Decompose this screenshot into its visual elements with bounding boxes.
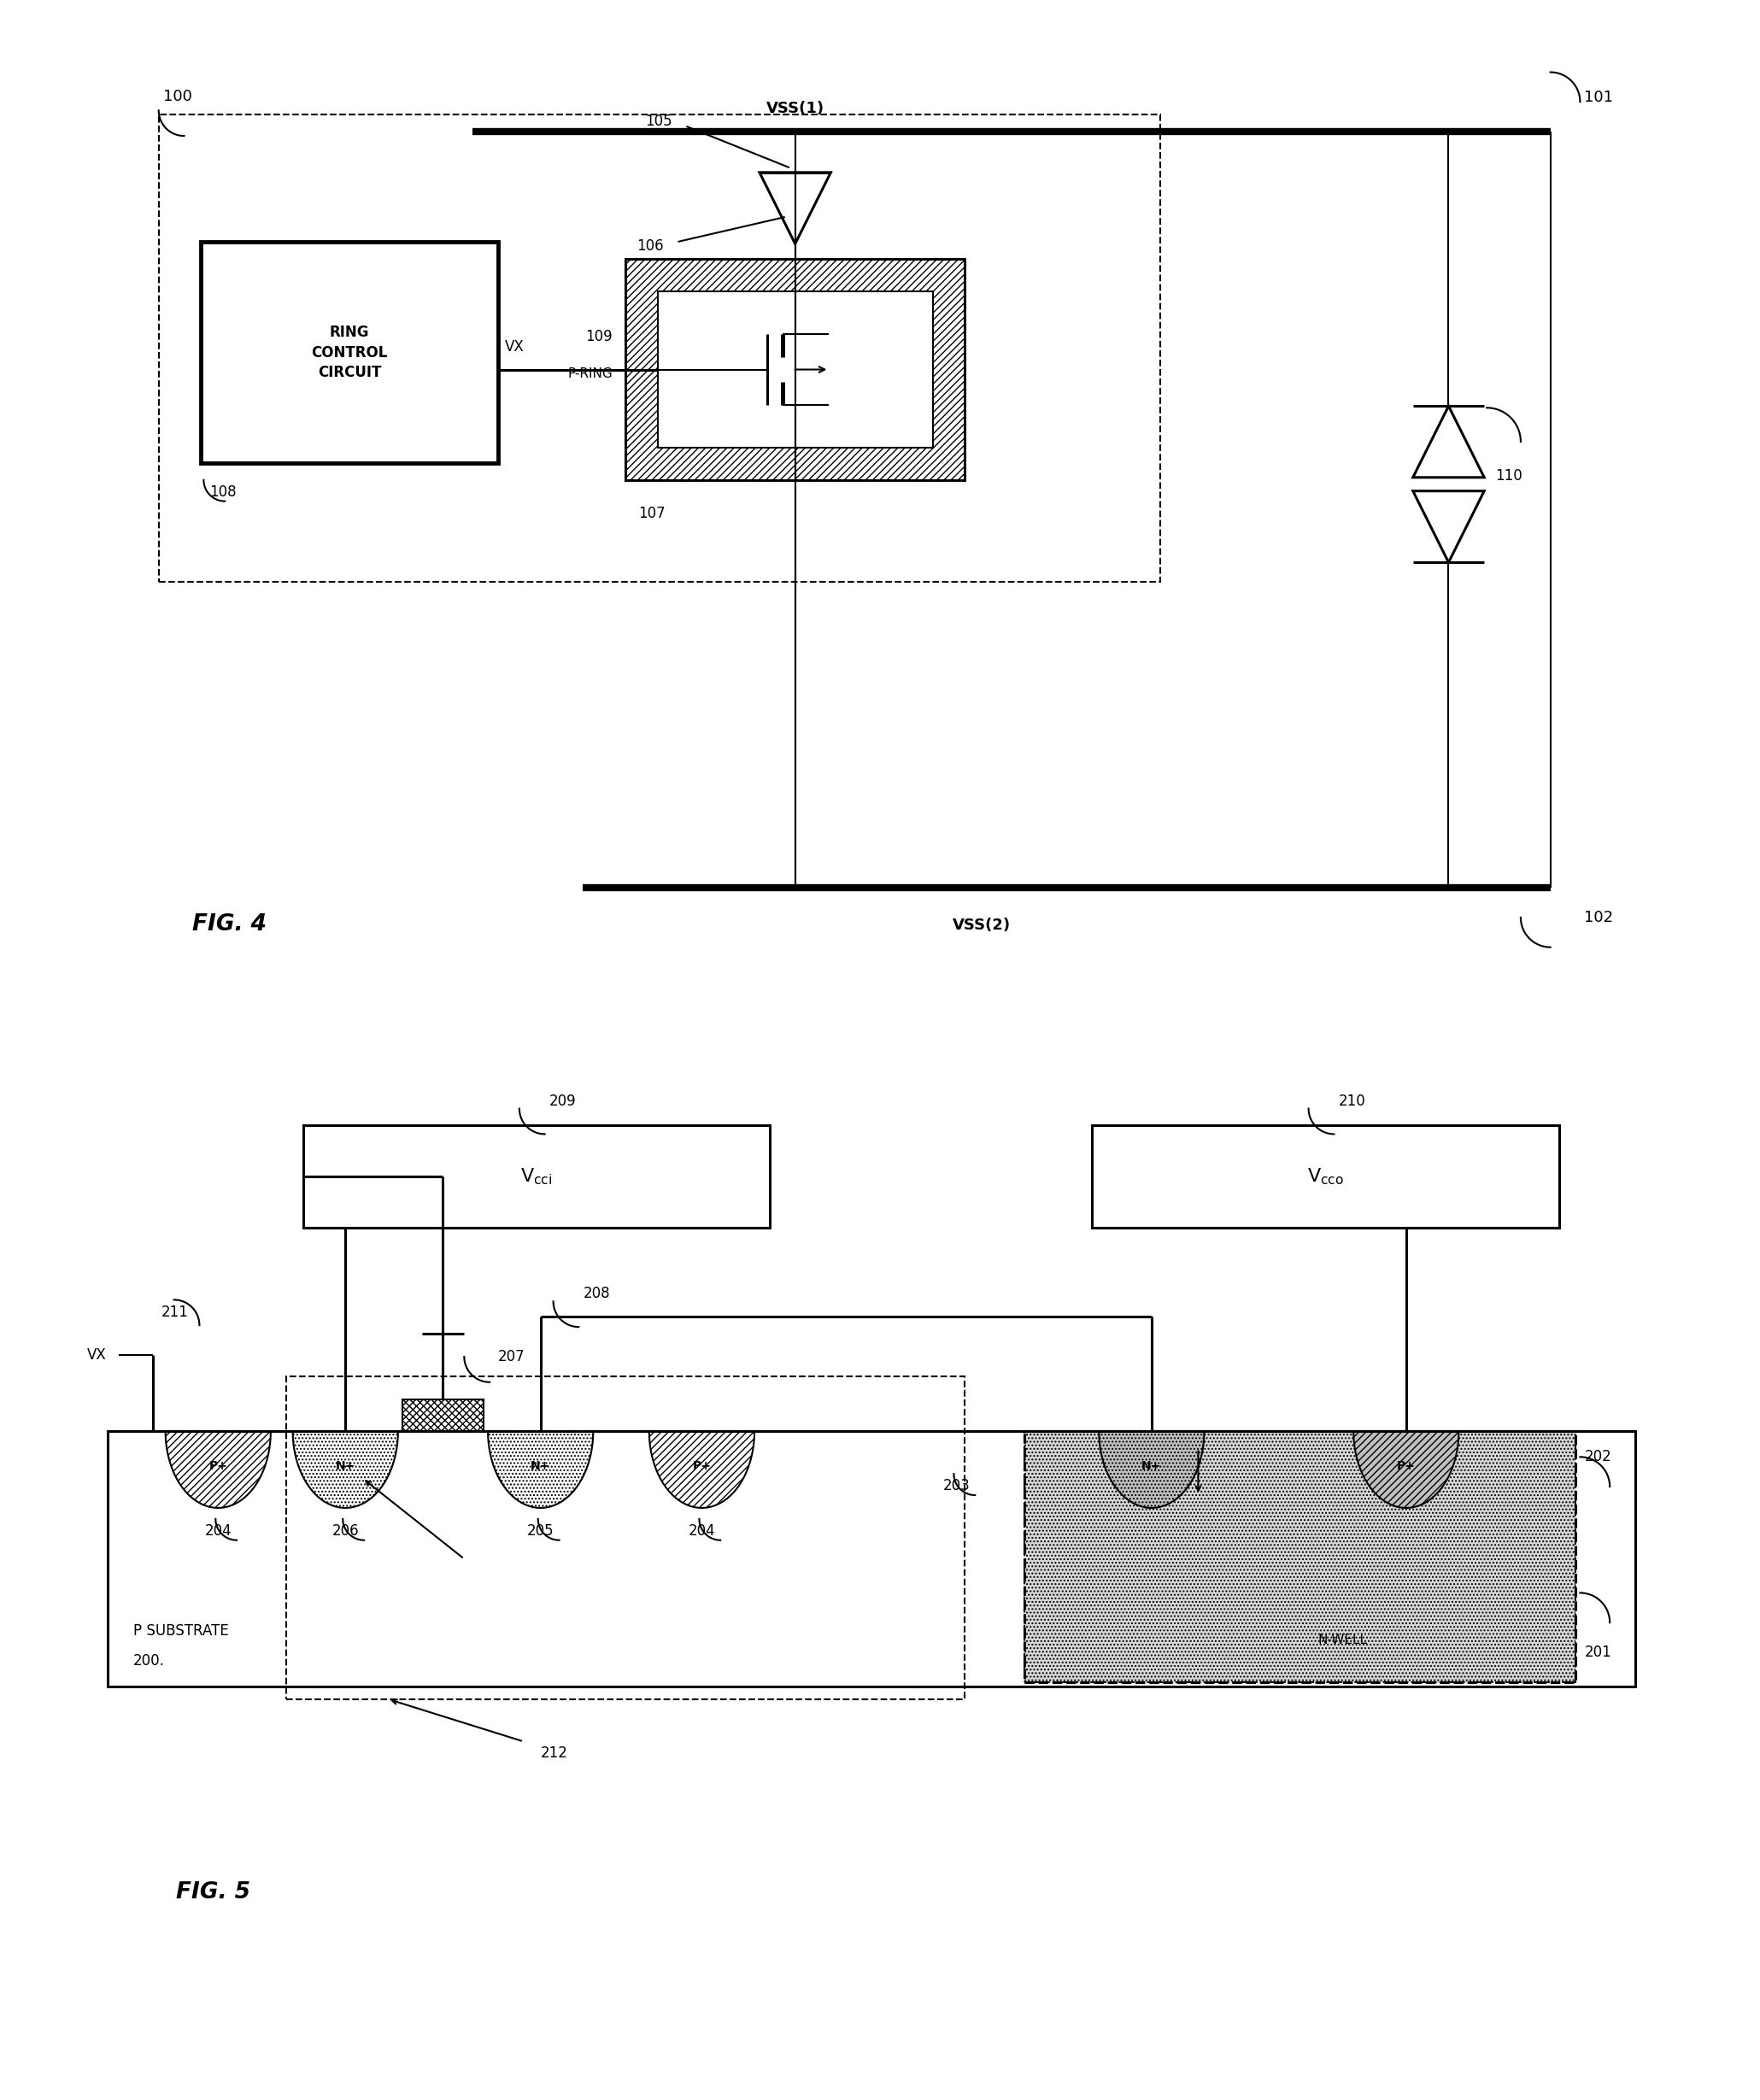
Text: 204: 204 bbox=[204, 1522, 232, 1539]
Bar bbox=[625, 258, 964, 481]
Polygon shape bbox=[1353, 1432, 1459, 1508]
Text: N+: N+ bbox=[1142, 1460, 1162, 1472]
Text: 107: 107 bbox=[639, 506, 665, 521]
Text: 208: 208 bbox=[583, 1285, 611, 1302]
Text: 201: 201 bbox=[1584, 1644, 1612, 1659]
Text: 100: 100 bbox=[164, 88, 192, 105]
Text: P SUBSTRATE: P SUBSTRATE bbox=[134, 1623, 229, 1638]
Text: 207: 207 bbox=[498, 1348, 524, 1365]
Text: 110: 110 bbox=[1496, 468, 1522, 483]
Text: 108: 108 bbox=[209, 485, 236, 500]
Bar bbox=[107, 1432, 1635, 1686]
Polygon shape bbox=[488, 1432, 593, 1508]
Text: VSS(2): VSS(2) bbox=[952, 918, 1010, 932]
Text: 200.: 200. bbox=[134, 1653, 165, 1670]
Text: 203: 203 bbox=[943, 1478, 970, 1493]
Polygon shape bbox=[1098, 1432, 1204, 1508]
Polygon shape bbox=[165, 1432, 271, 1508]
Text: $\mathregular{V_{cci}}$: $\mathregular{V_{cci}}$ bbox=[521, 1166, 553, 1186]
Text: P-RING: P-RING bbox=[568, 367, 612, 380]
Text: FIG. 4: FIG. 4 bbox=[192, 914, 268, 934]
Bar bbox=[658, 292, 933, 447]
Text: 206: 206 bbox=[333, 1522, 359, 1539]
Polygon shape bbox=[292, 1432, 398, 1508]
Text: 211: 211 bbox=[162, 1304, 188, 1321]
Text: P+: P+ bbox=[209, 1460, 227, 1472]
Text: 105: 105 bbox=[646, 113, 672, 130]
Bar bbox=[201, 242, 498, 462]
Text: VX: VX bbox=[505, 338, 524, 355]
Text: 102: 102 bbox=[1584, 909, 1614, 926]
Polygon shape bbox=[649, 1432, 755, 1508]
Text: P+: P+ bbox=[692, 1460, 711, 1472]
Text: RING
CONTROL
CIRCUIT: RING CONTROL CIRCUIT bbox=[312, 326, 387, 380]
Text: 212: 212 bbox=[540, 1745, 568, 1762]
Text: VX: VX bbox=[86, 1348, 106, 1363]
Text: P+: P+ bbox=[1397, 1460, 1415, 1472]
Text: N+: N+ bbox=[336, 1460, 356, 1472]
Bar bbox=[303, 1126, 769, 1228]
Text: VSS(1): VSS(1) bbox=[766, 101, 824, 116]
Bar bbox=[158, 116, 1160, 582]
Text: 209: 209 bbox=[549, 1094, 576, 1109]
Text: 109: 109 bbox=[586, 330, 612, 344]
Text: $\mathregular{V_{cco}}$: $\mathregular{V_{cco}}$ bbox=[1308, 1166, 1345, 1186]
Text: FIG. 5: FIG. 5 bbox=[176, 1882, 250, 1905]
Bar bbox=[285, 1376, 964, 1699]
Text: N+: N+ bbox=[530, 1460, 551, 1472]
Text: 204: 204 bbox=[688, 1522, 715, 1539]
Text: 210: 210 bbox=[1338, 1094, 1366, 1109]
Text: 202: 202 bbox=[1584, 1449, 1612, 1464]
Bar bbox=[403, 1399, 484, 1432]
Bar bbox=[1024, 1432, 1575, 1682]
Text: 205: 205 bbox=[526, 1522, 554, 1539]
Text: N-WELL: N-WELL bbox=[1318, 1634, 1368, 1646]
Bar bbox=[1024, 1432, 1575, 1682]
Bar bbox=[1093, 1126, 1559, 1228]
Text: 101: 101 bbox=[1584, 90, 1614, 105]
Text: 106: 106 bbox=[637, 239, 664, 254]
